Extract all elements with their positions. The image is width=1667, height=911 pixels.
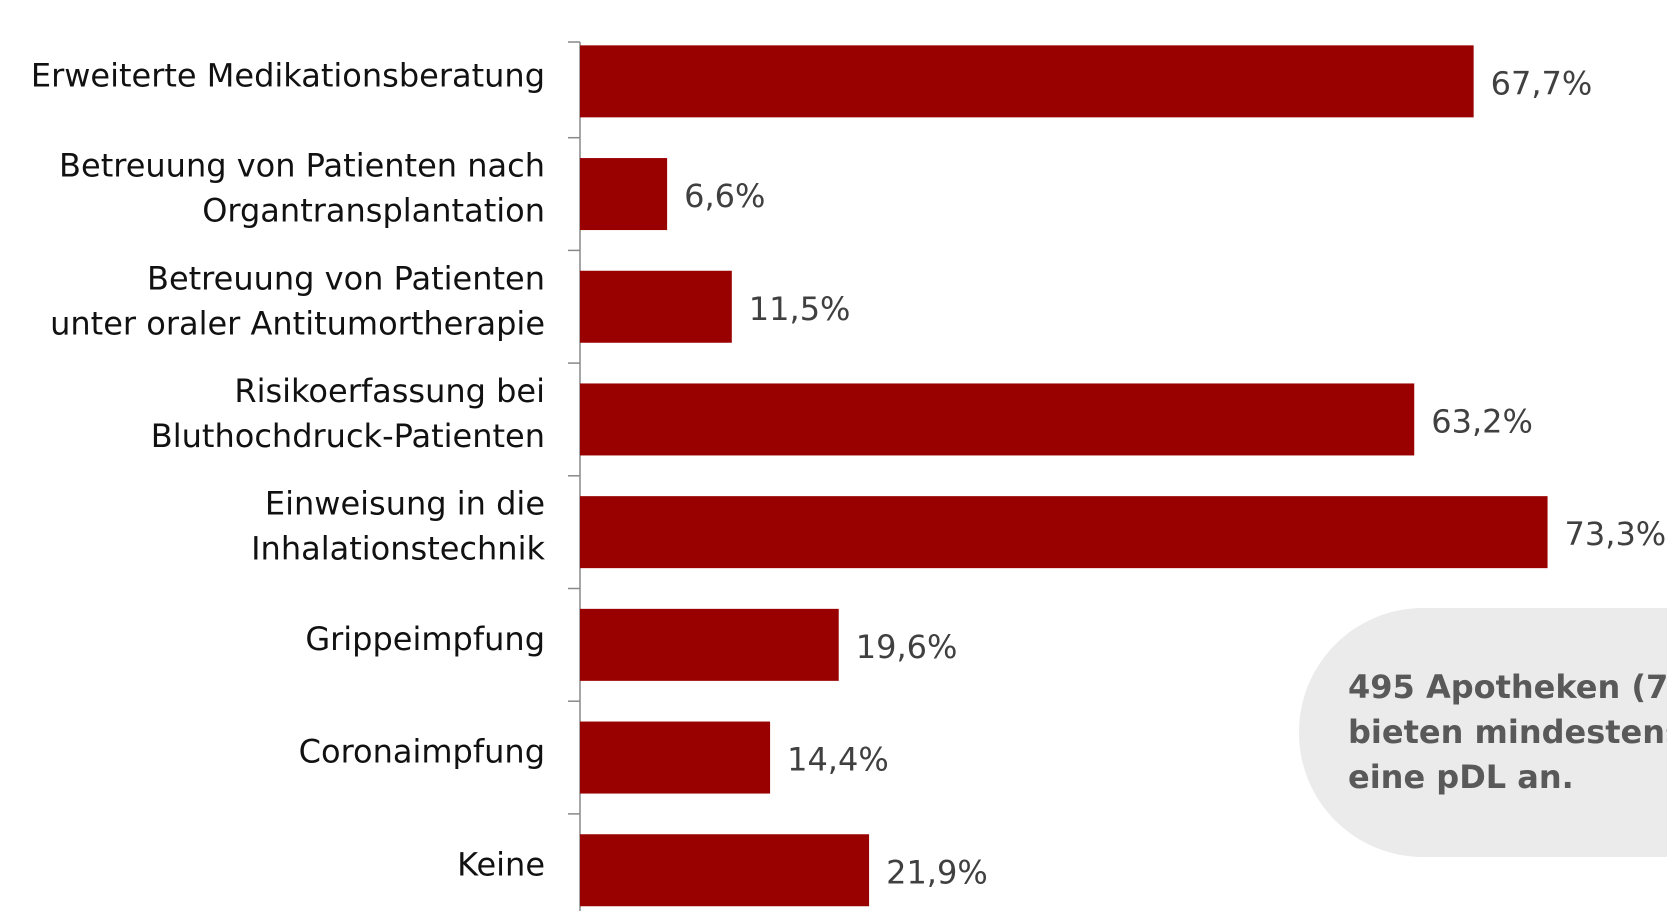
value-label: 63,2% bbox=[1431, 402, 1533, 440]
value-label: 21,9% bbox=[886, 853, 988, 891]
category-label: Inhalationstechnik bbox=[251, 530, 545, 568]
category-label: Betreuung von Patienten nach bbox=[59, 147, 545, 185]
annotation-text: eine pDL an. bbox=[1348, 758, 1574, 796]
value-label: 14,4% bbox=[787, 741, 889, 779]
category-label: Einweisung in die bbox=[265, 485, 545, 523]
category-label: Coronaimpfung bbox=[299, 733, 545, 771]
bar bbox=[580, 383, 1415, 456]
category-label: Grippeimpfung bbox=[305, 620, 545, 658]
value-label: 11,5% bbox=[749, 290, 851, 328]
value-label: 73,3% bbox=[1565, 515, 1667, 553]
annotation-box bbox=[1299, 608, 1667, 857]
category-label: Keine bbox=[457, 845, 545, 883]
category-label: Risikoerfassung bei bbox=[234, 372, 545, 410]
category-label: Bluthochdruck-Patienten bbox=[151, 417, 545, 455]
category-label: Organtransplantation bbox=[202, 192, 545, 230]
value-label: 6,6% bbox=[684, 177, 765, 215]
category-label: Erweiterte Medikationsberatung bbox=[31, 56, 545, 94]
annotation-text: bieten mindestens bbox=[1348, 713, 1667, 751]
bar bbox=[580, 721, 771, 794]
bar bbox=[580, 158, 668, 231]
value-label: 67,7% bbox=[1491, 64, 1593, 102]
bar bbox=[580, 270, 732, 343]
category-label: unter oraler Antitumortherapie bbox=[50, 304, 545, 342]
bar bbox=[580, 45, 1474, 118]
annotation-text: 495 Apotheken (78 bbox=[1348, 668, 1667, 706]
bar bbox=[580, 834, 870, 907]
bar bbox=[580, 608, 839, 681]
category-label: Betreuung von Patienten bbox=[147, 259, 545, 297]
value-label: 19,6% bbox=[856, 628, 958, 666]
bar bbox=[580, 496, 1548, 569]
